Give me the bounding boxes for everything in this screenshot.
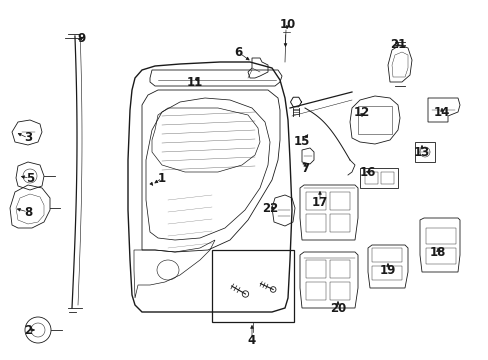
- Text: 13: 13: [413, 145, 429, 158]
- Bar: [329, 192, 349, 210]
- Text: 20: 20: [329, 302, 346, 315]
- Bar: [305, 192, 325, 210]
- Bar: [425, 228, 455, 244]
- Text: 21: 21: [389, 39, 406, 51]
- Bar: [371, 248, 401, 262]
- Text: 11: 11: [186, 76, 203, 89]
- Text: 8: 8: [24, 206, 32, 219]
- Text: 19: 19: [379, 264, 395, 276]
- Bar: [329, 214, 349, 232]
- Bar: [329, 282, 349, 300]
- Bar: [329, 260, 349, 278]
- Text: 14: 14: [433, 105, 449, 118]
- Text: 5: 5: [26, 171, 34, 184]
- Bar: [212, 250, 293, 322]
- Bar: [425, 248, 455, 264]
- Text: 17: 17: [311, 195, 327, 208]
- Bar: [371, 266, 401, 280]
- Text: 12: 12: [353, 105, 369, 118]
- Text: 10: 10: [279, 18, 296, 31]
- Text: 18: 18: [429, 246, 445, 258]
- Bar: [305, 260, 325, 278]
- Text: 1: 1: [158, 171, 166, 184]
- Text: 6: 6: [233, 45, 242, 58]
- Text: 4: 4: [247, 333, 256, 346]
- Text: 7: 7: [300, 162, 308, 175]
- Text: 15: 15: [293, 135, 309, 148]
- Bar: [364, 172, 377, 184]
- Text: 16: 16: [359, 166, 375, 179]
- Bar: [305, 282, 325, 300]
- Text: 22: 22: [262, 202, 278, 215]
- Bar: [305, 214, 325, 232]
- Text: 2: 2: [24, 324, 32, 337]
- Text: 3: 3: [24, 131, 32, 144]
- Bar: [380, 172, 393, 184]
- Text: 9: 9: [78, 31, 86, 45]
